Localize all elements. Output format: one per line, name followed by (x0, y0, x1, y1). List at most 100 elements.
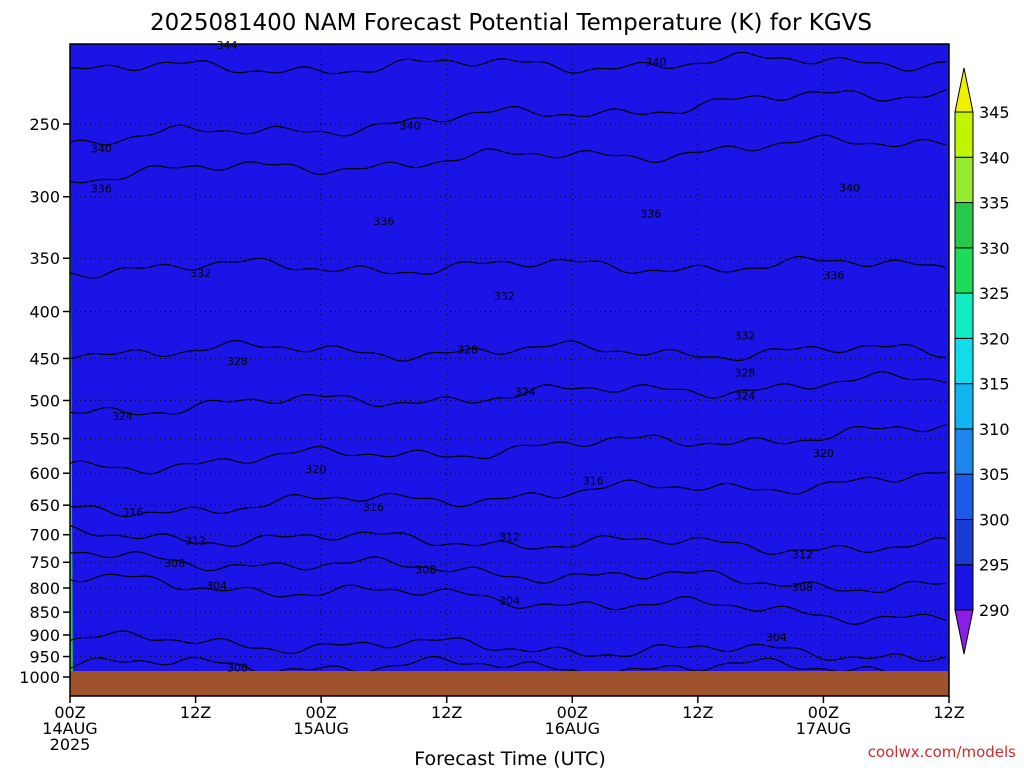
x-tick-label-12-1: 12Z (180, 703, 211, 722)
x-tick-label-36-1: 12Z (431, 703, 462, 722)
contour-label: 328 (457, 344, 478, 357)
x-tick-label-48-1: 00Z (557, 703, 588, 722)
y-tick-label-350: 350 (29, 249, 60, 268)
colorbar-low-arrow (954, 609, 974, 655)
colorbar-segment-335 (954, 156, 974, 204)
y-tick-label-600: 600 (29, 464, 60, 483)
plot-area (70, 44, 949, 696)
contour-label: 324 (515, 386, 536, 399)
x-tick-label-24-2: 15AUG (293, 719, 348, 738)
colorbar-segment-315 (954, 337, 974, 385)
colorbar-segment-320 (954, 292, 974, 339)
x-tick-label-72-1: 00Z (808, 703, 839, 722)
y-tick-label-500: 500 (29, 392, 60, 411)
colorbar-high-arrow (954, 67, 974, 113)
contour-label: 316 (363, 501, 384, 514)
y-tick-label-250: 250 (29, 115, 60, 134)
contour-label: 300 (227, 662, 248, 675)
color-band-290 (70, 44, 949, 696)
y-axis: 250 300 350 400 450 500 550 600 650 700 750 800 850 9… (19, 115, 70, 687)
y-tick-label-700: 700 (29, 526, 60, 545)
color-bands (70, 44, 949, 696)
contour-label: 324 (734, 390, 755, 403)
x-tick-label-72-2: 17AUG (796, 719, 851, 738)
colorbar-segment-300 (954, 473, 974, 520)
contour-label: 320 (305, 463, 326, 476)
colorbar-segment-330 (954, 202, 974, 249)
y-tick-label-750: 750 (29, 553, 60, 572)
contour-label: 340 (646, 56, 667, 69)
colorbar-label-310: 310 (979, 420, 1010, 439)
contour-label: 344 (216, 39, 237, 52)
colorbar-segment-310 (954, 383, 974, 430)
contour-label: 328 (734, 366, 755, 379)
contour-label: 332 (494, 290, 515, 303)
colorbar-label-335: 335 (979, 194, 1010, 213)
contour-label: 336 (823, 269, 844, 282)
colorbar-label-325: 325 (979, 284, 1010, 303)
chart-title: 2025081400 NAM Forecast Potential Temper… (150, 10, 872, 36)
grid-lines (70, 44, 949, 696)
plot-frame (69, 43, 950, 697)
contour-336 (70, 134, 947, 184)
y-tick-label-300: 300 (29, 188, 60, 207)
colorbar-label-315: 315 (979, 375, 1010, 394)
contour-label: 304 (206, 579, 227, 592)
contour-label: 312 (185, 534, 206, 547)
x-tick-label-0-3: 2025 (50, 735, 91, 754)
contour-label: 316 (583, 474, 604, 487)
contour-label: 332 (190, 267, 211, 280)
x-tick-label-0-1: 00Z (54, 703, 85, 722)
colorbar-label-320: 320 (979, 329, 1010, 348)
contour-label: 336 (640, 208, 661, 221)
colorbar-label-340: 340 (979, 148, 1010, 167)
contour-label: 304 (766, 631, 787, 644)
contour-300 (70, 630, 947, 662)
contour-label: 308 (164, 557, 185, 570)
contour-label: 336 (91, 183, 112, 196)
y-tick-label-900: 900 (29, 626, 60, 645)
contour-labels: 344 340 340 340 340 336 336 336 336 332 332 332 328 3… (91, 39, 860, 675)
colorbar-label-295: 295 (979, 556, 1010, 575)
contour-label: 304 (499, 594, 520, 607)
contour-296 (70, 655, 947, 679)
colorbar-segment-305 (954, 428, 974, 475)
colorbar-label-305: 305 (979, 465, 1010, 484)
x-tick-label-0-2: 14AUG (42, 719, 97, 738)
contour-320 (70, 424, 947, 475)
contour-label: 332 (734, 330, 755, 343)
contour-316 (70, 471, 947, 518)
contour-label: 324 (112, 410, 133, 423)
colorbar-label-300: 300 (979, 510, 1010, 529)
contour-label: 328 (227, 355, 248, 368)
contour-label: 336 (373, 215, 394, 228)
colorbar: 290 295 300 305 310 315 320 325 330 335 340 345 (954, 67, 1010, 655)
colorbar-label-290: 290 (979, 601, 1010, 620)
contour-label: 340 (839, 181, 860, 194)
colorbar-segment-295 (954, 518, 974, 566)
colorbar-segment-290 (954, 564, 974, 611)
x-axis-label: Forecast Time (UTC) (414, 748, 605, 768)
x-tick-label-60-1: 12Z (682, 703, 713, 722)
contour-label: 340 (91, 143, 112, 156)
contour-label: 308 (415, 564, 436, 577)
y-tick-label-400: 400 (29, 302, 60, 321)
y-tick-label-650: 650 (29, 496, 60, 515)
contour-324 (70, 371, 947, 416)
colorbar-label-345: 345 (979, 103, 1010, 122)
contour-332 (70, 255, 947, 279)
y-tick-label-1000: 1000 (19, 668, 60, 687)
contour-340 (70, 89, 947, 146)
colorbar-segment-325 (954, 247, 974, 294)
contour-344 (70, 51, 946, 75)
contour-label: 308 (792, 581, 813, 594)
credit-text: coolwx.com/models (868, 743, 1016, 761)
colorbar-segment-340 (954, 111, 974, 158)
y-tick-label-550: 550 (29, 430, 60, 449)
y-tick-label-950: 950 (29, 648, 60, 667)
contour-label: 320 (813, 447, 834, 460)
contour-308 (70, 551, 947, 594)
contour-328 (70, 340, 947, 362)
